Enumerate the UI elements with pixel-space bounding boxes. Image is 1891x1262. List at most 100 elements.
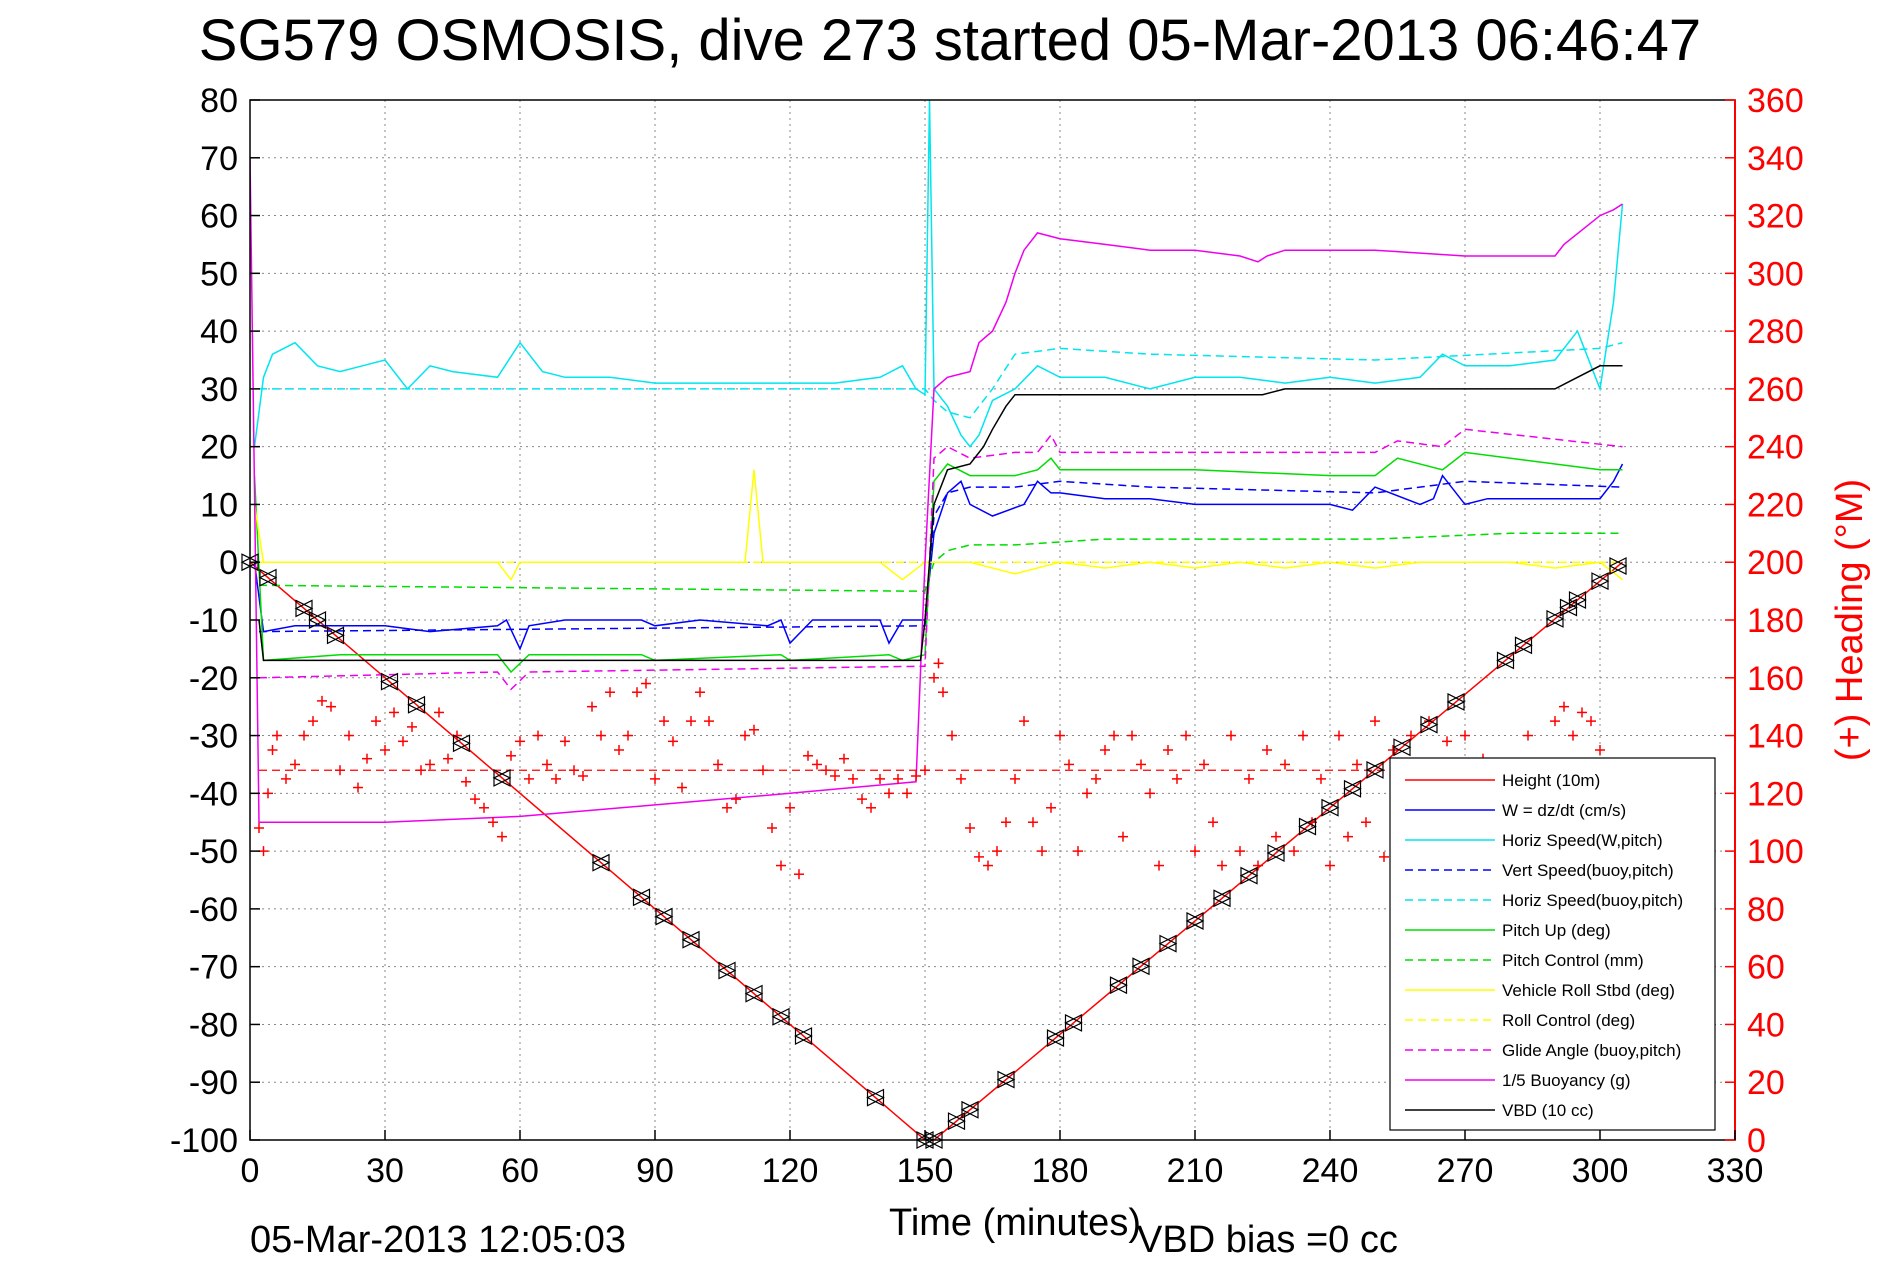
- depth-marker: [1559, 598, 1578, 617]
- depth-marker: [1343, 779, 1362, 798]
- heading-point: [506, 750, 516, 761]
- legend-label: Horiz Speed(W,pitch): [1502, 831, 1663, 850]
- bottom-tick-label: 210: [1167, 1152, 1224, 1190]
- heading-point: [1028, 817, 1038, 828]
- depth-marker: [1365, 760, 1385, 779]
- legend-label: Pitch Control (mm): [1502, 951, 1644, 970]
- series-line-vbd-10-cc: [258, 365, 1623, 662]
- heading-point: [713, 759, 723, 770]
- heading-point: [857, 794, 867, 805]
- heading-point: [1127, 730, 1137, 741]
- legend: Height (10m) W = dz/dt (cm/s) Horiz Speed(…: [1389, 757, 1716, 1131]
- depth-marker: [1266, 844, 1286, 862]
- series-line-pitch-up-deg: [253, 451, 1623, 674]
- heading-point: [551, 773, 561, 784]
- heading-point: [461, 776, 471, 787]
- heading-point: [695, 687, 705, 698]
- depth-marker: [960, 1100, 980, 1119]
- series-line-horiz-speed-w-pitch: [253, 100, 1624, 448]
- footer-vbd-bias: VBD bias =0 cc: [1137, 1219, 1398, 1261]
- right-axis-ticks: 3603403203002802602402202001801601401201…: [1725, 82, 1804, 1160]
- series-line-height-10m: [250, 561, 1623, 1140]
- left-tick-label: 60: [200, 198, 238, 236]
- depth-marker: [1239, 866, 1259, 885]
- left-tick-label: 20: [200, 429, 238, 467]
- heading-point: [650, 773, 660, 784]
- legend-label: Pitch Up (deg): [1502, 921, 1611, 940]
- heading-point: [1559, 701, 1569, 712]
- bottom-axis-ticks: 0 30 60 90 120 150 180 210 240 270 300 330: [241, 1130, 1763, 1190]
- depth-marker: [744, 984, 764, 1003]
- left-tick-label: -60: [189, 891, 238, 929]
- heading-point: [1235, 846, 1245, 857]
- heading-point: [1082, 788, 1092, 799]
- heading-point: [641, 678, 651, 689]
- depth-marker: [591, 853, 611, 872]
- heading-point: [884, 788, 894, 799]
- bottom-tick-label: 300: [1572, 1152, 1629, 1190]
- heading-point: [749, 724, 759, 735]
- heading-point: [992, 846, 1002, 857]
- heading-point: [416, 765, 426, 776]
- right-tick-label: 180: [1747, 602, 1804, 640]
- heading-point: [290, 759, 300, 770]
- left-tick-label: 30: [200, 371, 238, 409]
- bottom-tick-label: 90: [636, 1152, 674, 1190]
- bottom-tick-label: 150: [897, 1152, 954, 1190]
- heading-point: [1334, 730, 1344, 741]
- left-tick-label: -10: [189, 602, 238, 640]
- heading-point: [434, 707, 444, 718]
- left-tick-label: 70: [200, 140, 238, 178]
- heading-point: [1217, 860, 1227, 871]
- depth-markers: [240, 553, 1628, 1149]
- heading-point: [1226, 730, 1236, 741]
- heading-point: [1253, 860, 1263, 871]
- heading-point: [668, 736, 678, 747]
- heading-point: [1550, 716, 1560, 727]
- heading-point: [803, 750, 813, 761]
- heading-point: [1100, 745, 1110, 755]
- depth-marker: [632, 888, 651, 907]
- depth-marker: [1158, 934, 1178, 953]
- heading-point: [578, 771, 588, 781]
- heading-point: [965, 823, 975, 833]
- right-tick-label: 40: [1747, 1006, 1785, 1044]
- heading-point: [272, 730, 282, 741]
- heading-point: [659, 716, 669, 727]
- heading-point: [425, 759, 435, 770]
- right-tick-label: 300: [1747, 255, 1804, 293]
- heading-point: [623, 730, 633, 741]
- depth-marker: [1496, 651, 1515, 670]
- heading-point: [254, 823, 264, 833]
- heading-point: [794, 869, 804, 880]
- legend-label: Roll Control (deg): [1502, 1011, 1635, 1030]
- heading-point: [1343, 831, 1353, 842]
- heading-point: [1136, 759, 1146, 770]
- right-tick-label: 20: [1747, 1064, 1785, 1102]
- heading-point: [398, 736, 408, 747]
- heading-point: [731, 794, 741, 805]
- heading-point: [1073, 846, 1083, 857]
- heading-point: [1172, 773, 1182, 784]
- heading-point: [1325, 860, 1335, 871]
- heading-point: [893, 773, 903, 784]
- legend-label: Horiz Speed(buoy,pitch): [1502, 891, 1683, 910]
- heading-point: [1370, 716, 1380, 727]
- heading-point: [569, 765, 579, 776]
- heading-point: [299, 730, 309, 741]
- chart-title: SG579 OSMOSIS, dive 273 started 05-Mar-2…: [199, 8, 1701, 73]
- heading-point: [308, 716, 318, 727]
- depth-marker: [1212, 889, 1232, 908]
- series-group: [250, 100, 1624, 1140]
- left-axis-ticks: 80 70 60 50 40 30 20 10 0 -10 -20 -30 -40 -50 -60 -70 -8…: [170, 82, 260, 1160]
- heading-point: [1298, 730, 1308, 741]
- heading-point: [740, 730, 750, 741]
- right-tick-label: 360: [1747, 82, 1804, 120]
- depth-marker: [1545, 609, 1565, 628]
- heading-point: [1568, 730, 1578, 741]
- left-tick-label: -50: [189, 833, 238, 871]
- heading-point: [1163, 745, 1173, 755]
- heading-point: [704, 716, 714, 727]
- heading-point: [344, 730, 354, 741]
- left-tick-label: -70: [189, 949, 238, 987]
